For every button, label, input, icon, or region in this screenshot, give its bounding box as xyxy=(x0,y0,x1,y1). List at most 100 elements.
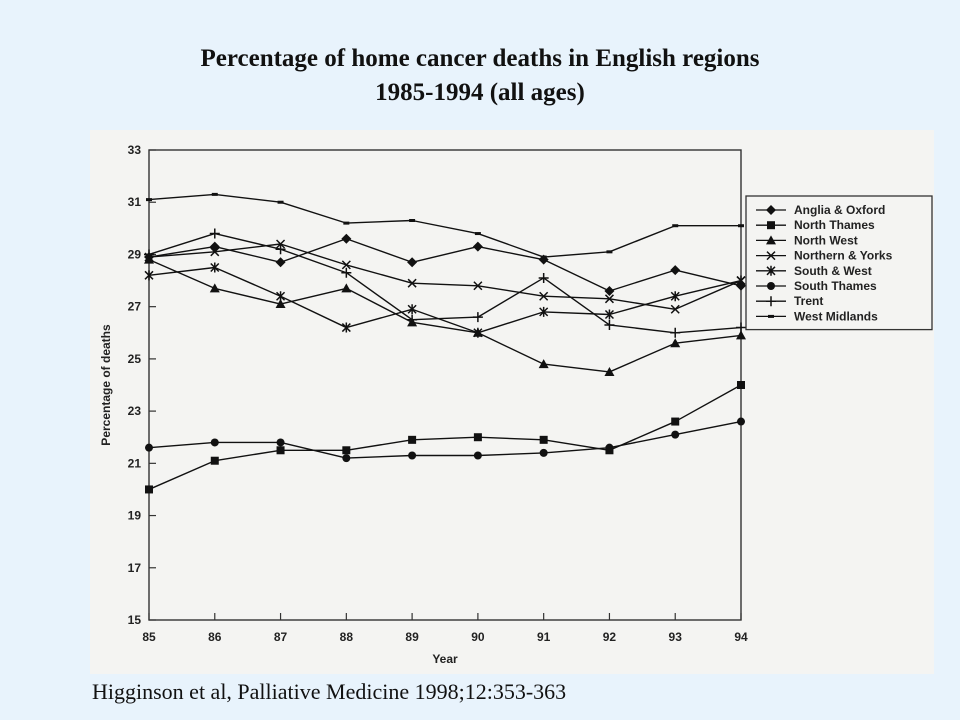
data-point-trent xyxy=(209,228,220,239)
y-tick-label: 21 xyxy=(128,456,142,470)
legend-marker-north-thames xyxy=(767,221,775,230)
data-point-south-thames xyxy=(276,438,285,447)
data-point-north-west xyxy=(736,330,746,340)
legend-entry-north-thames: North Thames xyxy=(756,218,875,232)
y-tick-label: 15 xyxy=(128,613,142,627)
data-point-northern-yorks xyxy=(670,304,680,314)
data-point-south-thames xyxy=(539,448,548,457)
legend-label: Anglia & Oxford xyxy=(794,203,885,217)
series-line-north-west xyxy=(148,259,742,373)
legend-marker-south-thames xyxy=(767,282,775,290)
citation: Higginson et al, Palliative Medicine 199… xyxy=(92,679,567,704)
data-point-north-thames xyxy=(737,381,745,389)
chart-subtitle: 1985-1994 (all ages) xyxy=(375,79,585,106)
legend-label: North Thames xyxy=(794,218,875,232)
y-tick-label: 33 xyxy=(128,143,142,157)
y-axis-label: Percentage of deaths xyxy=(99,324,113,446)
plot-frame xyxy=(148,149,742,621)
data-point-south-west xyxy=(407,304,417,315)
chart-title: Percentage of home cancer deaths in Engl… xyxy=(200,45,760,72)
legend-entry-anglia-oxford: Anglia & Oxford xyxy=(756,203,885,217)
legend-label: West Midlands xyxy=(794,309,878,323)
data-point-anglia-oxford xyxy=(670,265,681,276)
legend-label: South Thames xyxy=(794,279,877,293)
data-point-northern-yorks xyxy=(539,291,549,301)
data-point-north-west xyxy=(341,283,352,293)
legend-entry-west-midlands: West Midlands xyxy=(756,309,878,323)
x-tick-label: 91 xyxy=(537,630,551,644)
y-tick-label: 17 xyxy=(128,561,142,575)
data-point-anglia-oxford xyxy=(604,286,615,296)
data-point-trent xyxy=(341,267,352,278)
data-point-trent xyxy=(604,319,615,330)
data-point-south-west xyxy=(276,291,286,302)
x-tick-label: 94 xyxy=(734,630,748,644)
data-point-northern-yorks xyxy=(604,294,614,304)
legend-label: Northern & Yorks xyxy=(794,249,893,263)
data-point-northern-yorks xyxy=(407,278,417,288)
data-point-north-west xyxy=(538,359,549,369)
series-west-midlands xyxy=(146,192,744,259)
data-point-south-thames xyxy=(671,430,680,439)
data-point-anglia-oxford xyxy=(407,257,418,268)
series-trent xyxy=(144,228,746,338)
data-point-anglia-oxford xyxy=(472,241,483,252)
data-point-south-thames xyxy=(408,451,417,460)
chart-figure: 15 17 19 21 23 25 27 29 31 33 85 86 87 88 89 90 91 92 93 94… xyxy=(90,130,934,674)
data-point-south-west xyxy=(539,306,549,317)
data-point-trent xyxy=(407,314,418,325)
data-point-northern-yorks xyxy=(341,260,351,270)
data-point-north-thames xyxy=(145,485,153,494)
y-tick-label: 25 xyxy=(128,352,142,366)
legend-entry-south-thames: South Thames xyxy=(756,279,877,293)
legend-label: Trent xyxy=(794,294,823,308)
legend-entry-south-west: South & West xyxy=(756,264,872,278)
series-northern-yorks xyxy=(144,239,746,314)
data-point-north-thames xyxy=(473,433,482,442)
data-point-north-west xyxy=(209,283,220,293)
data-point-south-west xyxy=(210,262,220,273)
data-point-trent xyxy=(736,322,746,333)
chart-title-block: Percentage of home cancer deaths in Engl… xyxy=(0,42,960,110)
series-line-anglia-oxford xyxy=(148,238,742,292)
series-line-trent xyxy=(148,232,742,334)
data-point-northern-yorks xyxy=(473,281,483,291)
y-tick-label: 29 xyxy=(128,247,142,261)
data-point-south-west xyxy=(736,275,746,286)
data-point-anglia-oxford xyxy=(341,233,352,244)
data-point-trent xyxy=(144,249,154,260)
data-point-south-west xyxy=(670,291,680,302)
legend-marker-northern-yorks xyxy=(766,251,776,261)
data-point-south-thames xyxy=(210,438,219,447)
data-point-south-thames xyxy=(473,451,482,460)
data-point-south-west xyxy=(341,322,351,333)
data-point-north-thames xyxy=(539,435,548,444)
series-south-thames xyxy=(145,417,745,463)
data-point-trent xyxy=(670,327,681,338)
x-tick-label: 88 xyxy=(340,630,354,644)
data-point-north-thames xyxy=(342,446,351,455)
x-tick-label: 90 xyxy=(471,630,485,644)
y-tick-label: 23 xyxy=(128,404,142,418)
x-tick-label: 85 xyxy=(142,630,156,644)
x-tick-label: 89 xyxy=(405,630,419,644)
series-line-west-midlands xyxy=(148,193,741,258)
data-point-south-thames xyxy=(737,417,745,426)
data-point-south-thames xyxy=(342,454,351,463)
data-point-trent xyxy=(538,272,549,283)
legend-marker-trent xyxy=(766,296,776,307)
data-point-anglia-oxford xyxy=(275,257,286,268)
data-point-trent xyxy=(275,244,286,255)
legend-label: South & West xyxy=(794,264,872,278)
data-point-north-thames xyxy=(671,417,680,426)
data-point-south-west xyxy=(604,309,614,320)
series-line-south-thames xyxy=(148,420,742,459)
data-point-north-west xyxy=(604,366,615,376)
y-tick-label: 19 xyxy=(128,509,142,523)
x-axis-label: Year xyxy=(432,652,458,666)
legend-entry-north-west: North West xyxy=(756,233,858,247)
data-point-south-west xyxy=(473,327,483,338)
data-point-south-west xyxy=(144,270,154,281)
legend-label: North West xyxy=(794,233,858,247)
